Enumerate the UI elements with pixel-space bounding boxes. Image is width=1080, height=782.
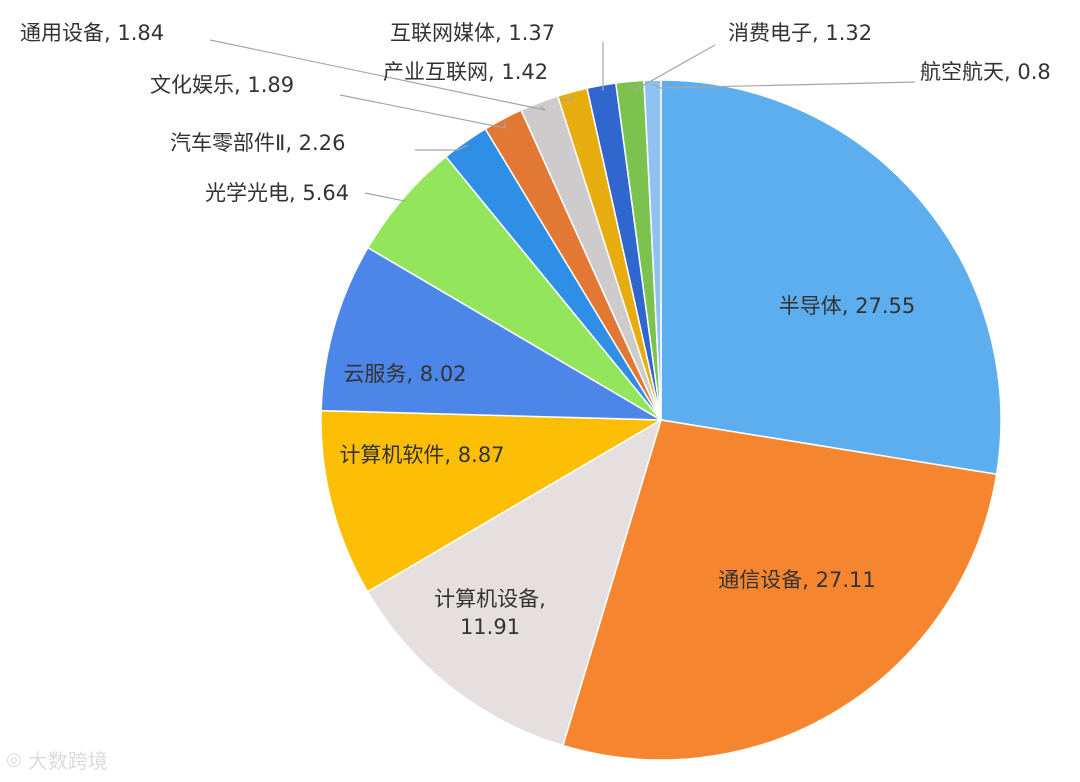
slice-data-label: 光学光电, 5.64 bbox=[205, 181, 349, 205]
slice-data-label: 汽车零部件Ⅱ, 2.26 bbox=[170, 131, 345, 155]
leader-line bbox=[560, 95, 574, 101]
leader-line bbox=[601, 42, 604, 92]
slice-data-label: 通信设备, 27.11 bbox=[718, 568, 875, 592]
watermark-logo-icon: ◎ bbox=[6, 749, 22, 770]
slice-data-label: 航空航天, 0.8 bbox=[920, 60, 1051, 84]
leader-line bbox=[364, 192, 407, 202]
slice-data-label: 文化娱乐, 1.89 bbox=[150, 73, 294, 97]
leader-line bbox=[339, 94, 506, 129]
pie-slice bbox=[660, 79, 1002, 476]
slice-data-label: 云服务, 8.02 bbox=[343, 362, 466, 386]
watermark-text: 大数跨境 bbox=[27, 749, 108, 773]
pie-slice bbox=[561, 419, 998, 761]
pie-slice bbox=[320, 409, 664, 593]
leader-line bbox=[415, 144, 468, 151]
slice-data-label: 消费电子, 1.32 bbox=[728, 21, 872, 45]
watermark: ◎ 大数跨境 bbox=[6, 745, 108, 774]
slice-data-label: 半导体, 27.55 bbox=[779, 294, 915, 318]
leader-line bbox=[652, 81, 916, 89]
pie-slices bbox=[320, 79, 1002, 761]
slice-data-label: 计算机软件, 8.87 bbox=[339, 443, 504, 467]
leader-line bbox=[209, 39, 546, 111]
slice-data-label: 产业互联网, 1.42 bbox=[383, 60, 548, 84]
pie-slice bbox=[366, 418, 663, 747]
pie-slice bbox=[320, 246, 662, 421]
slice-data-label: 计算机设备, 11.91 bbox=[434, 587, 546, 639]
leader-line bbox=[629, 44, 716, 91]
leader-lines bbox=[209, 39, 916, 202]
slice-data-label: 通用设备, 1.84 bbox=[20, 21, 164, 45]
slice-data-label: 互联网媒体, 1.37 bbox=[390, 21, 555, 45]
data-labels: 半导体, 27.55 通信设备, 27.11 计算机设备, 11.91 计算机软件, 8… bbox=[20, 21, 1051, 639]
